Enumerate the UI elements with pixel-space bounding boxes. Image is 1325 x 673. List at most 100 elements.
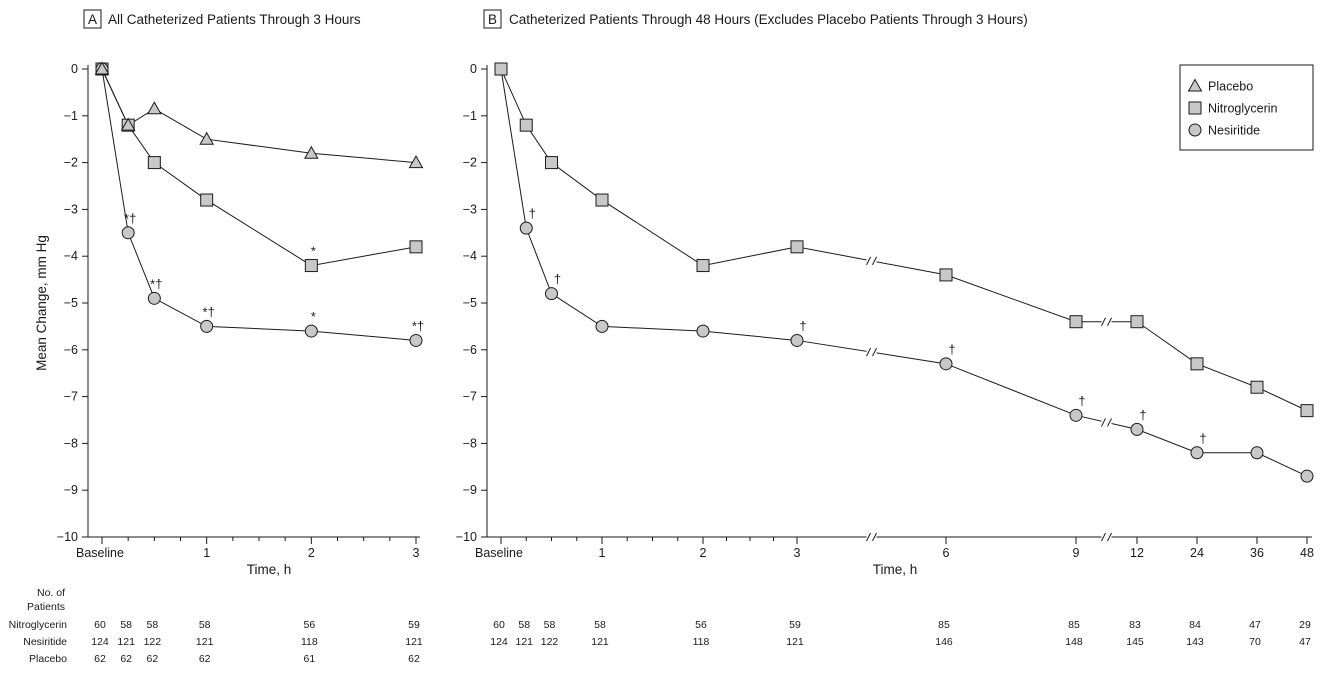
panel-b-nesiritide-point (1130, 422, 1144, 436)
panel-b-nesiritide-point (790, 333, 804, 347)
panel-b-x-tick-label: 1 (599, 546, 606, 560)
panel-b-x-tick-label: 24 (1190, 546, 1204, 560)
panel-a-placebo-line (101, 68, 417, 164)
panel-b-nitroglycerin-point (1300, 404, 1314, 418)
panel-a-nesiritide-point (147, 291, 161, 305)
panel-b-patient-count: 58 (518, 619, 530, 631)
panel-a-patient-count: 59 (408, 619, 420, 631)
panel-a-y-tick-label: −2 (64, 156, 78, 170)
panel-a-patient-count: 58 (120, 619, 132, 631)
panel-b-y-tick-label: −8 (463, 436, 477, 450)
patients-row-label-nitroglycerin: Nitroglycerin (9, 619, 68, 631)
panel-a-patient-count: 56 (303, 619, 315, 631)
panel-b-nesiritide-line-break-slash-1 (1101, 418, 1106, 427)
panel-a-patient-count: 62 (408, 653, 420, 665)
panel-b-significance-marker: † (1199, 431, 1206, 446)
panel-b-significance-marker: † (529, 206, 536, 221)
panel-a-patient-count: 62 (199, 653, 211, 665)
panel-b-x-tick-label: Baseline (475, 546, 523, 560)
panel-b-x-axis-label: Time, h (873, 562, 918, 577)
panel-b-patient-count: 124 (490, 636, 508, 648)
patients-header-line-1: No. of (37, 587, 65, 599)
panel-b-x-axis-break-slash-1 (866, 532, 871, 542)
panel-b-nitroglycerin-point (696, 259, 710, 273)
panel-b-x-tick-label: 48 (1300, 546, 1314, 560)
panel-b-y-tick-label: −10 (456, 530, 477, 544)
panel-b-nesiritide-line-break-slash-2 (1107, 418, 1112, 427)
panel-b-patient-count: 145 (1126, 636, 1144, 648)
legend-placebo-marker (1187, 78, 1203, 92)
panel-b-nitroglycerin-point (494, 62, 508, 76)
panel-b-y-tick-label: −5 (463, 296, 477, 310)
legend-nitroglycerin-marker (1188, 101, 1202, 115)
panel-a-significance-marker: * (311, 244, 316, 259)
panel-a-title: A All Catheterized Patients Through 3 Ho… (83, 9, 361, 29)
panel-a-letter-box (83, 9, 102, 29)
patients-row-label-placebo: Placebo (29, 653, 67, 665)
panel-b-patient-count: 85 (938, 619, 950, 631)
panel-b-patient-count: 121 (515, 636, 533, 648)
panel-a-nesiritide-point (121, 226, 135, 240)
panel-a-patient-count: 121 (405, 636, 423, 648)
panel-a-nitroglycerin-point (200, 193, 214, 207)
panel-a-patient-count: 121 (117, 636, 135, 648)
panel-a-nesiritide-line (101, 68, 417, 341)
panel-b-title-text: Catheterized Patients Through 48 Hours (… (509, 12, 1028, 27)
panel-a-patient-count: 62 (120, 653, 132, 665)
panel-b-nitroglycerin-point (545, 156, 558, 170)
legend: Placebo Nitroglycerin Nesiritide (1179, 64, 1314, 151)
panel-b-patient-count: 70 (1249, 636, 1261, 648)
panel-b-patient-count: 122 (541, 636, 559, 648)
panel-a-significance-marker: *† (203, 304, 215, 319)
panel-a-nitroglycerin-point (304, 259, 318, 273)
panel-a-significance-marker: *† (150, 276, 162, 291)
panel-a-letter: A (88, 12, 97, 27)
panel-b-significance-marker: † (948, 342, 955, 357)
panel-b-nitroglycerin-point (1130, 315, 1144, 329)
panel-b-patient-count: 121 (786, 636, 804, 648)
panel-b-title: B Catheterized Patients Through 48 Hours… (483, 9, 1028, 29)
panel-b-patient-count: 58 (544, 619, 556, 631)
panel-a-y-tick-label: −4 (64, 249, 78, 263)
panel-b-nesiritide-point (595, 319, 609, 333)
panel-a-y-tick-label: −5 (64, 296, 78, 310)
panel-a-patient-count: 61 (303, 653, 315, 665)
panel-a-placebo-point (94, 61, 110, 75)
panel-b-nitroglycerin-point (595, 193, 609, 207)
panel-b-patient-count: 58 (594, 619, 606, 631)
panel-a-y-tick-label: −7 (64, 390, 78, 404)
panel-b-patient-count: 121 (591, 636, 609, 648)
panel-b-y-tick-label: −2 (463, 156, 477, 170)
panel-b-x-axis-break (1101, 532, 1112, 542)
panel-b-nesiritide-line-break-gap (1101, 418, 1112, 427)
panel-b-nesiritide-point (939, 357, 953, 371)
panel-a-significance-marker: * (311, 309, 316, 324)
panel-b-letter-box (483, 9, 502, 29)
panel-a-patient-count: 62 (94, 653, 106, 665)
panel-b-nitroglycerin-line-break (866, 256, 877, 266)
panel-b-nitroglycerin-line-break-gap (866, 256, 877, 265)
panel-b-patient-count: 148 (1065, 636, 1083, 648)
panel-a-y-tick-label: −3 (64, 202, 78, 216)
panel-b-y-tick-label: −3 (463, 202, 477, 216)
panel-b-y-tick-label: −7 (463, 390, 477, 404)
panel-b-nitroglycerin-line-break-slash-2 (1107, 317, 1112, 326)
panel-b-nitroglycerin-point (519, 118, 533, 132)
panel-b-nesiritide-line-break (866, 347, 877, 357)
panel-a-patient-count: 121 (196, 636, 214, 648)
panel-a-y-axis-label: Mean Change, mm Hg (34, 235, 49, 371)
panel-a-y-tick-label: 0 (71, 62, 78, 76)
panel-b-y-tick-label: −9 (463, 483, 477, 497)
panel-b-x-tick-label: 36 (1250, 546, 1264, 560)
panel-b-significance-marker: † (799, 318, 806, 333)
panel-a-nesiritide-point (304, 324, 318, 338)
panel-a-x-tick-label: 1 (203, 546, 210, 560)
panel-b-significance-marker: † (554, 272, 561, 287)
panel-b-letter: B (488, 12, 497, 27)
panel-a-patient-count: 122 (144, 636, 162, 648)
patients-row-label-nesiritide: Nesiritide (23, 636, 67, 648)
panel-b-patient-count: 47 (1249, 619, 1261, 631)
panel-b-nitroglycerin-line-break-slash-1 (866, 256, 871, 266)
panel-a-y-tick-label: −1 (64, 109, 78, 123)
